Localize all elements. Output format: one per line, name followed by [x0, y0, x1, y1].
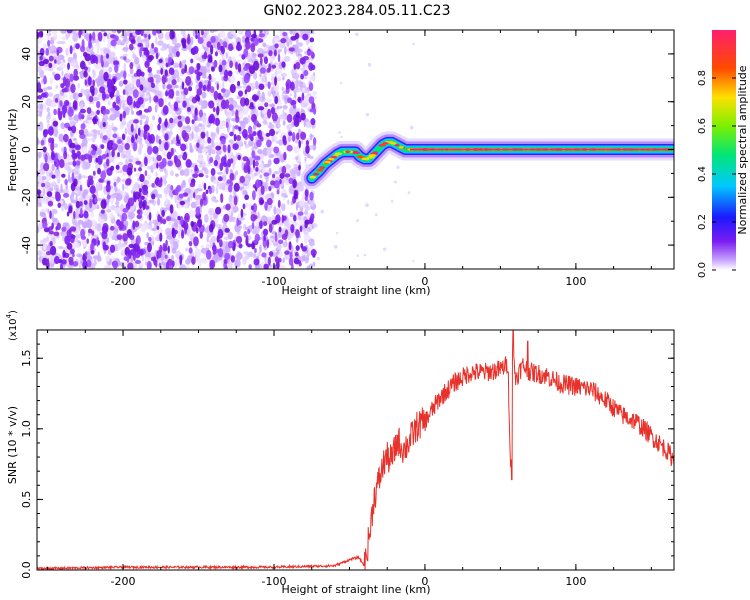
frequency-ridge: [300, 131, 674, 190]
snr-scale-exponent: 4: [5, 313, 13, 318]
snr-x-ticks: -200 -100 0 100: [47, 330, 652, 588]
spectrogram-x-ticks: -200 -100 0 100: [47, 30, 652, 288]
snr-panel: -200 -100 0 100 0.0 0.5 1.0 1.5 Height of stra…: [5, 310, 675, 596]
snr-y-tick-label: 0.5: [20, 491, 33, 509]
colorbar-ticks: 0.0 0.2 0.4 0.6 0.8: [697, 70, 736, 278]
snr-x-tick-label: 100: [565, 575, 586, 588]
colorbar-tick-label: 0.6: [697, 118, 708, 134]
spectrogram-y-tick-label: 40: [20, 47, 33, 61]
spectrogram-y-ticks: -40 -20 0 20 40: [20, 29, 674, 270]
colorbar-gradient: [712, 30, 736, 270]
spectrogram-y-label: Frequency (Hz): [6, 109, 19, 192]
spectrogram-x-tick-label: 0: [421, 275, 428, 288]
snr-y-tick-label: 1.5: [20, 349, 33, 367]
chart-title: GN02.2023.284.05.11.C23: [264, 3, 451, 19]
snr-y-tick-label: 0.0: [20, 561, 33, 579]
snr-y-ticks: 0.0 0.5 1.0 1.5: [20, 343, 674, 579]
colorbar: 0.0 0.2 0.4 0.6 0.8 Normalized spectral ampl…: [697, 30, 749, 278]
noise-field: [37, 30, 415, 269]
snr-series-line: [37, 330, 674, 570]
spectrogram-y-tick-label: -20: [20, 188, 33, 206]
spectrogram-y-tick-label: 20: [20, 95, 33, 109]
spectrogram-y-tick-label: -40: [20, 236, 33, 254]
snr-x-label: Height of straight line (km): [281, 583, 430, 596]
spectrogram-x-tick-label: 100: [565, 275, 586, 288]
spectrogram-x-tick-label: -200: [111, 275, 136, 288]
colorbar-tick-label: 0.8: [697, 70, 708, 86]
snr-scale-prefix: (x10: [8, 318, 19, 341]
spectrogram-x-tick-label: -100: [262, 275, 287, 288]
snr-scale-suffix: ): [8, 310, 19, 314]
snr-frame: [36, 329, 675, 571]
snr-x-tick-label: -200: [111, 575, 136, 588]
snr-scale-note: (x104): [5, 310, 19, 341]
snr-x-tick-label: 0: [421, 575, 428, 588]
colorbar-label: Normalized spectral amplitude: [736, 65, 749, 234]
snr-y-tick-label: 1.0: [20, 420, 33, 438]
colorbar-tick-label: 0.4: [697, 166, 708, 182]
spectrogram-x-label: Height of straight line (km): [281, 284, 430, 297]
colorbar-tick-label: 0.0: [697, 262, 708, 278]
svg-text:(x104): (x104): [5, 310, 19, 341]
colorbar-tick-label: 0.2: [697, 214, 708, 230]
spectrogram-y-tick-label: 0: [20, 146, 33, 153]
snr-y-label: SNR (10 * v/v): [6, 406, 19, 484]
snr-x-tick-label: -100: [262, 575, 287, 588]
